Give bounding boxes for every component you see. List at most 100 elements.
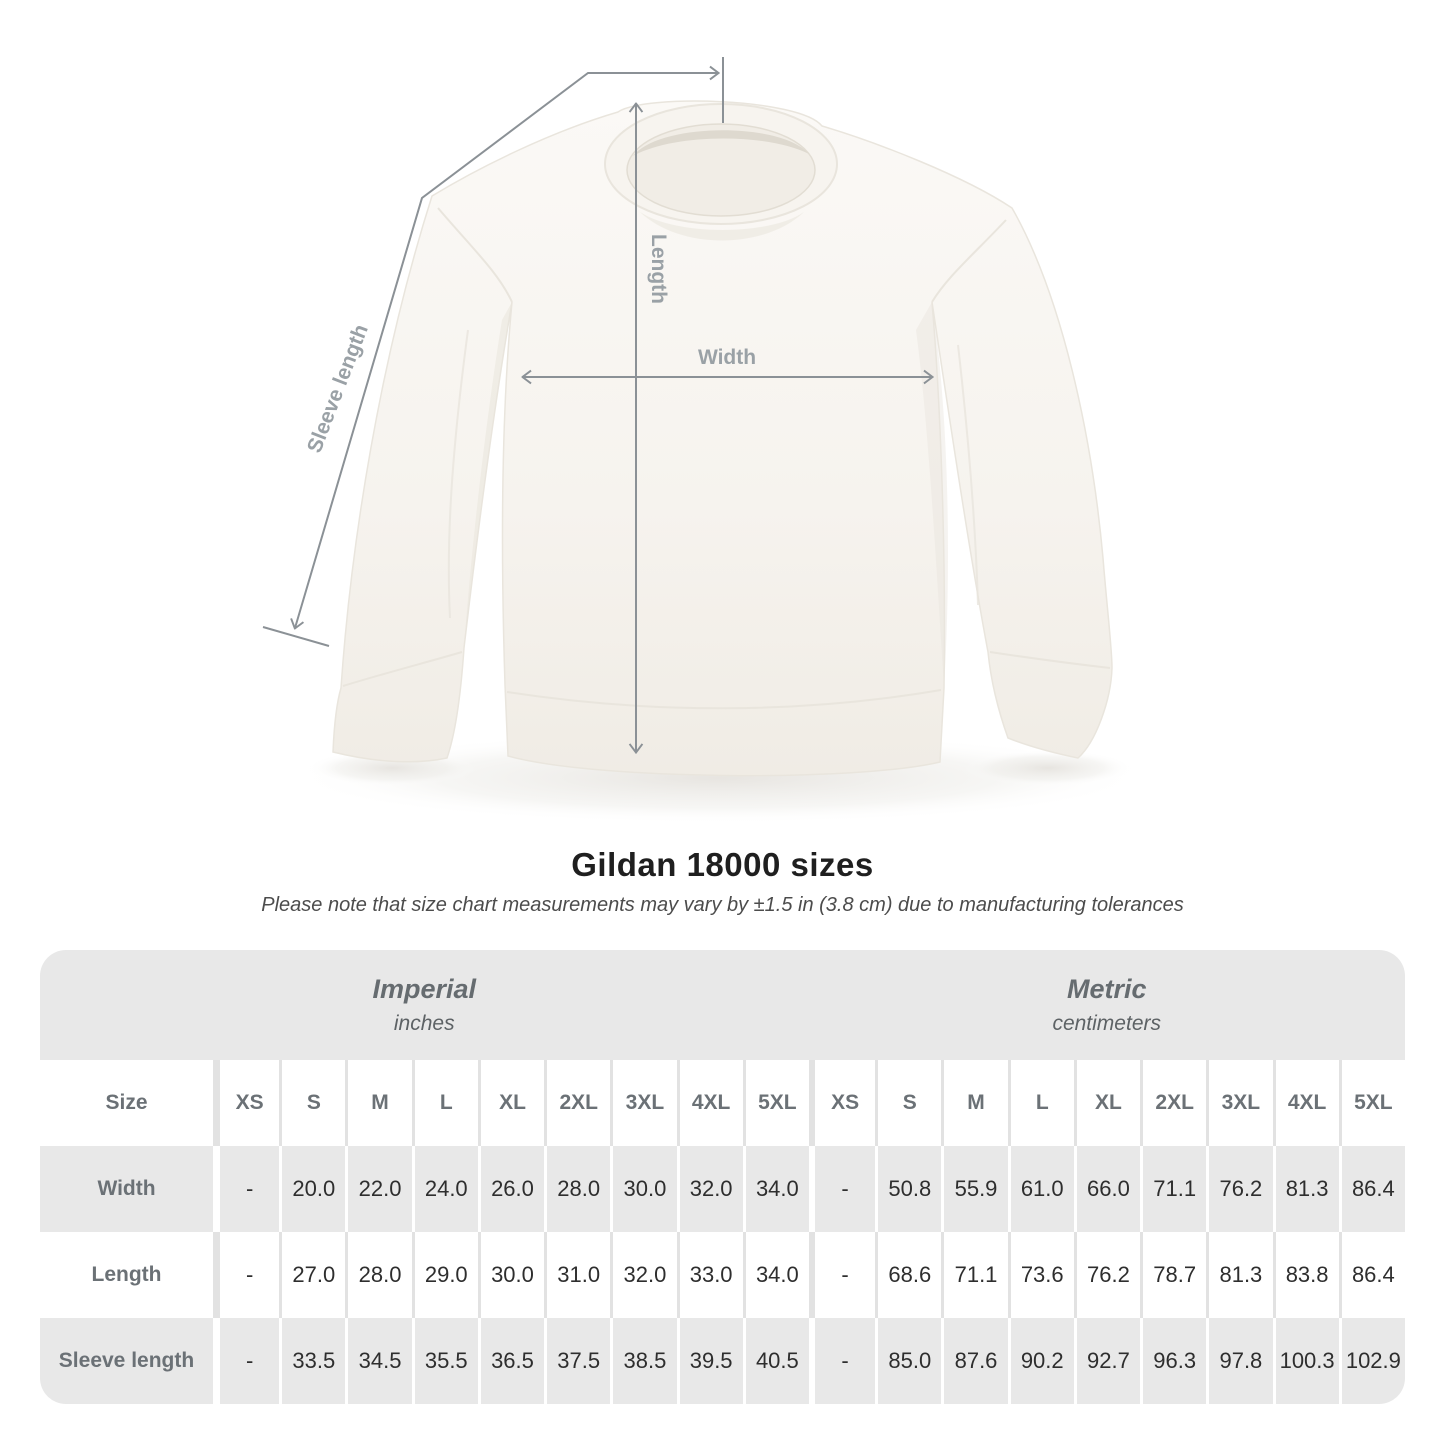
cell: 29.0 (411, 1232, 478, 1318)
size-header: L (1007, 1060, 1074, 1146)
cell: 86.4 (1338, 1146, 1405, 1232)
size-header: M (345, 1060, 411, 1146)
cell: 26.0 (477, 1146, 544, 1232)
size-header: S (279, 1060, 345, 1146)
length-row: Length - 27.0 28.0 29.0 30.0 31.0 32.0 3… (40, 1232, 1405, 1318)
row-label: Sleeve length (58, 1349, 195, 1372)
size-header: XS (808, 1060, 875, 1146)
cell: 33.0 (676, 1232, 743, 1318)
cell: 100.3 (1272, 1318, 1339, 1404)
size-header: XL (477, 1060, 544, 1146)
cell: 34.0 (742, 1232, 809, 1318)
cell: - (808, 1146, 875, 1232)
cell: 24.0 (411, 1146, 478, 1232)
cell: 55.9 (941, 1146, 1007, 1232)
width-row: Width - 20.0 22.0 24.0 26.0 28.0 30.0 32… (40, 1146, 1405, 1232)
cell: 83.8 (1272, 1232, 1339, 1318)
cell: - (808, 1318, 875, 1404)
cell: 76.2 (1206, 1146, 1272, 1232)
sleeve-length-row: Sleeve length - 33.5 34.5 35.5 36.5 37.5… (40, 1318, 1405, 1404)
cell: 68.6 (875, 1232, 941, 1318)
page-title: Gildan 18000 sizes (571, 846, 874, 883)
sweatshirt-measurement-diagram: Length Width Sleeve length (262, 57, 1148, 824)
size-header: 3XL (610, 1060, 676, 1146)
cell: 34.0 (742, 1146, 809, 1232)
cell: 86.4 (1338, 1232, 1405, 1318)
cell: 28.0 (544, 1146, 610, 1232)
cell: - (213, 1146, 279, 1232)
cell: 76.2 (1073, 1232, 1140, 1318)
size-header: 5XL (1338, 1060, 1405, 1146)
size-header: M (941, 1060, 1007, 1146)
measurement-overlay (262, 57, 932, 752)
cell: 73.6 (1007, 1232, 1074, 1318)
cell: 20.0 (279, 1146, 345, 1232)
cell: 71.1 (941, 1232, 1007, 1318)
cell: 96.3 (1140, 1318, 1206, 1404)
size-chart-table: Imperial inches Metric centimeters Size … (40, 950, 1405, 1404)
sleeve-length-label: Sleeve length (303, 321, 373, 456)
cuff-tick-mark (262, 626, 330, 647)
cell: 36.5 (477, 1318, 544, 1404)
row-label: Length (91, 1263, 162, 1286)
cell: 38.5 (610, 1318, 676, 1404)
cell: 92.7 (1073, 1318, 1140, 1404)
sleeve-length-dimension-line (295, 73, 718, 628)
size-header: 4XL (676, 1060, 743, 1146)
cell: 85.0 (875, 1318, 941, 1404)
cell: 31.0 (544, 1232, 610, 1318)
size-header: 3XL (1206, 1060, 1272, 1146)
size-header: L (411, 1060, 478, 1146)
cell: - (213, 1318, 279, 1404)
size-header: 2XL (544, 1060, 610, 1146)
cell: 37.5 (544, 1318, 610, 1404)
imperial-title: Imperial (372, 974, 477, 1004)
size-header: 4XL (1272, 1060, 1339, 1146)
length-label: Length (647, 234, 670, 304)
cell: 39.5 (676, 1318, 743, 1404)
sweatshirt (332, 100, 1113, 777)
size-header: 2XL (1140, 1060, 1206, 1146)
unit-band-row: Imperial inches Metric centimeters (40, 950, 1405, 1060)
cell: 27.0 (279, 1232, 345, 1318)
cell: 40.5 (742, 1318, 809, 1404)
cell: 61.0 (1007, 1146, 1074, 1232)
cell: 32.0 (676, 1146, 743, 1232)
size-column-header: Size (105, 1091, 148, 1114)
size-header: S (875, 1060, 941, 1146)
cell: 81.3 (1272, 1146, 1339, 1232)
cell: 22.0 (345, 1146, 411, 1232)
cell: 102.9 (1338, 1318, 1405, 1404)
imperial-unit: inches (393, 1012, 455, 1035)
cell: 90.2 (1007, 1318, 1074, 1404)
cell: 71.1 (1140, 1146, 1206, 1232)
size-header: XL (1073, 1060, 1140, 1146)
cell: 28.0 (345, 1232, 411, 1318)
size-header: 5XL (742, 1060, 809, 1146)
metric-title: Metric (1066, 974, 1147, 1004)
metric-section-header: Metric centimeters (808, 974, 1405, 1036)
width-label: Width (698, 346, 756, 369)
metric-unit: centimeters (1052, 1012, 1161, 1035)
cell: 66.0 (1073, 1146, 1140, 1232)
size-header-row: Size XS S M L XL 2XL 3XL 4XL 5XL XS S M … (40, 1060, 1405, 1146)
cell: 32.0 (610, 1232, 676, 1318)
size-header: XS (213, 1060, 279, 1146)
row-label: Width (97, 1177, 156, 1200)
cell: 50.8 (875, 1146, 941, 1232)
cell: - (213, 1232, 279, 1318)
cell: 97.8 (1206, 1318, 1272, 1404)
collar (604, 103, 838, 225)
cell: 30.0 (477, 1232, 544, 1318)
cell: - (808, 1232, 875, 1318)
cell: 87.6 (941, 1318, 1007, 1404)
right-sleeve-shadow (916, 302, 948, 688)
cell: 81.3 (1206, 1232, 1272, 1318)
cell: 33.5 (279, 1318, 345, 1404)
cell: 78.7 (1140, 1232, 1206, 1318)
cell: 30.0 (610, 1146, 676, 1232)
imperial-section-header: Imperial inches (40, 974, 808, 1036)
tolerance-note: Please note that size chart measurements… (261, 894, 1184, 916)
cell: 35.5 (411, 1318, 478, 1404)
cell: 34.5 (345, 1318, 411, 1404)
